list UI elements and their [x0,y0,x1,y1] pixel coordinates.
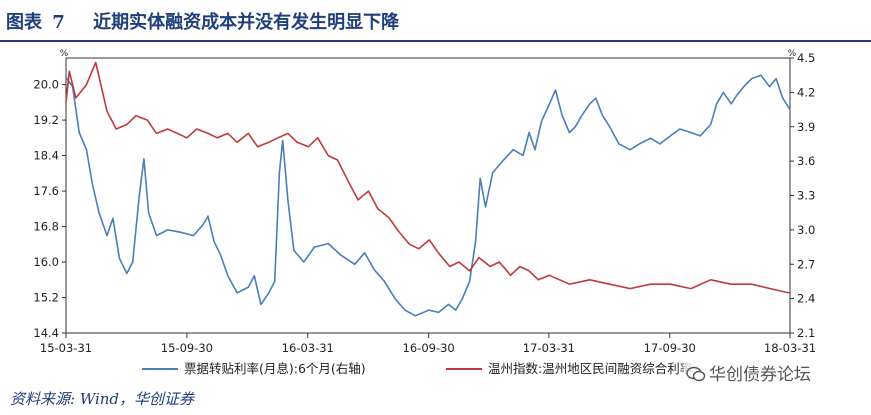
right-tick-label: 2.1 [797,326,815,340]
legend-label: 票据转贴利率(月息):6个月(右轴) [184,361,366,376]
left-tick-label: 16.0 [33,255,59,269]
plot-area [65,57,791,334]
x-tick-label: 15-09-30 [161,341,213,355]
source-note: 资料来源: Wind，华创证券 [10,390,195,408]
right-tick-label: 3.0 [797,223,815,237]
left-tick-label: 16.8 [33,220,59,234]
x-tick-label: 17-03-31 [523,341,575,355]
left-tick-label: 17.6 [33,184,59,198]
left-tick-label: 20.0 [33,78,59,92]
left-axis-unit: % [60,49,69,59]
right-tick-label: 2.7 [797,257,815,271]
x-tick-label: 18-03-31 [764,341,816,355]
figure-title: 图表 7 近期实体融资成本并没有发生明显下降 [6,8,865,34]
left-tick-label: 19.2 [33,113,59,127]
left-tick-label: 14.4 [33,326,59,340]
right-tick-label: 3.6 [797,154,815,168]
chart: 14.4 15.2 16.0 16.8 17.6 18.4 19.2 20.0% 2.1 2.4 2… [33,49,816,376]
watermark: 华创债券论坛 [684,360,813,385]
right-axis-unit: % [788,49,797,59]
right-tick-label: 4.2 [797,85,815,99]
series-line-bill-rate [65,74,791,317]
x-tick-label: 17-09-30 [644,341,696,355]
legend-label: 温州指数:温州地区民间融资综合利率 [488,361,692,376]
right-tick-label: 2.4 [797,292,815,306]
x-tick-label: 16-03-31 [282,341,334,355]
series-line-wenzhou-index [65,61,791,294]
figure-number: 7 [52,12,65,33]
left-tick-label: 18.4 [33,149,59,163]
right-tick-label: 4.5 [797,51,815,65]
right-tick-label: 3.3 [797,189,815,203]
title-rule [0,40,871,42]
right-tick-label: 3.9 [797,120,815,134]
wechat-icon [686,366,706,382]
x-tick-label: 15-03-31 [40,341,92,355]
watermark-text: 华创债券论坛 [709,365,811,385]
left-tick-label: 15.2 [33,291,59,305]
x-tick-label: 16-09-30 [403,341,455,355]
figure-title-text: 近期实体融资成本并没有发生明显下降 [93,12,400,33]
figure-label: 图表 [6,12,42,33]
